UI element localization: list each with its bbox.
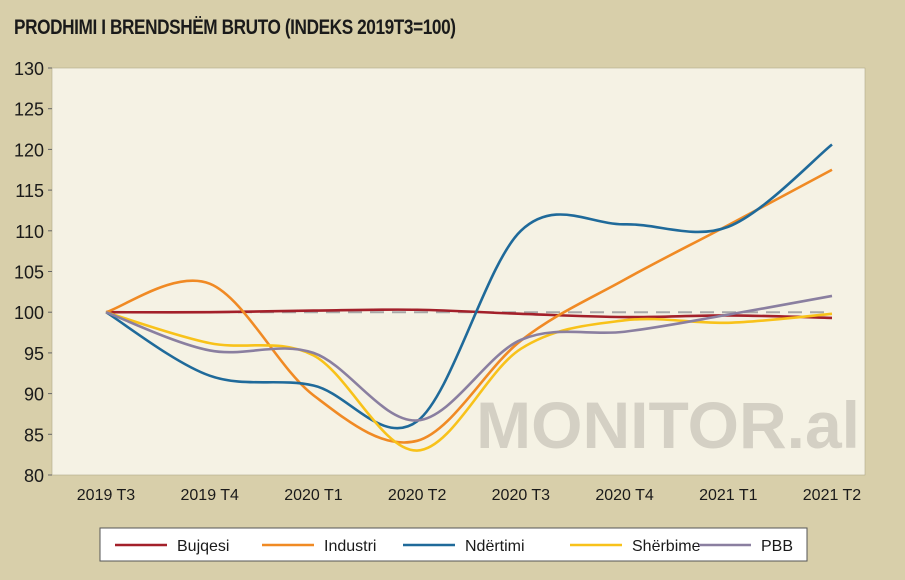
x-tick-label: 2020 T4 <box>595 487 654 504</box>
plot-area <box>51 67 866 476</box>
watermark: MONITOR.al <box>476 388 860 462</box>
y-tick-label: 110 <box>15 222 44 242</box>
y-tick-label: 125 <box>14 100 44 120</box>
x-tick-label: 2020 T1 <box>284 487 343 504</box>
x-tick-label: 2021 T1 <box>699 487 758 504</box>
y-tick-label: 80 <box>24 466 44 486</box>
x-tick-label: 2021 T2 <box>803 487 862 504</box>
legend-label: PBB <box>761 538 793 555</box>
x-tick-label: 2019 T3 <box>77 487 136 504</box>
x-tick-label: 2020 T3 <box>492 487 551 504</box>
y-tick-label: 95 <box>24 344 44 364</box>
series-line-shërbime <box>105 310 833 452</box>
x-tick-label: 2019 T4 <box>181 487 240 504</box>
series-line-pbb <box>105 294 833 422</box>
y-tick-label: 100 <box>14 303 44 323</box>
legend-label: Shërbime <box>632 538 701 555</box>
series-line-ndërtimi <box>105 143 833 430</box>
legend-label: Industri <box>324 538 376 555</box>
chart-title: PRODHIMI I BRENDSHËM BRUTO (INDEKS 2019T… <box>14 16 456 39</box>
y-tick-label: 85 <box>24 425 44 445</box>
y-tick-label: 90 <box>24 385 44 405</box>
y-tick-label: 120 <box>14 140 44 160</box>
legend-label: Bujqesi <box>177 538 229 555</box>
legend-label: Ndërtimi <box>465 538 525 555</box>
y-tick-label: 130 <box>14 59 44 79</box>
series-line-industri <box>105 168 833 444</box>
x-tick-label: 2020 T2 <box>388 487 447 504</box>
y-tick-label: 105 <box>14 263 44 283</box>
y-tick-label: 115 <box>15 181 44 201</box>
